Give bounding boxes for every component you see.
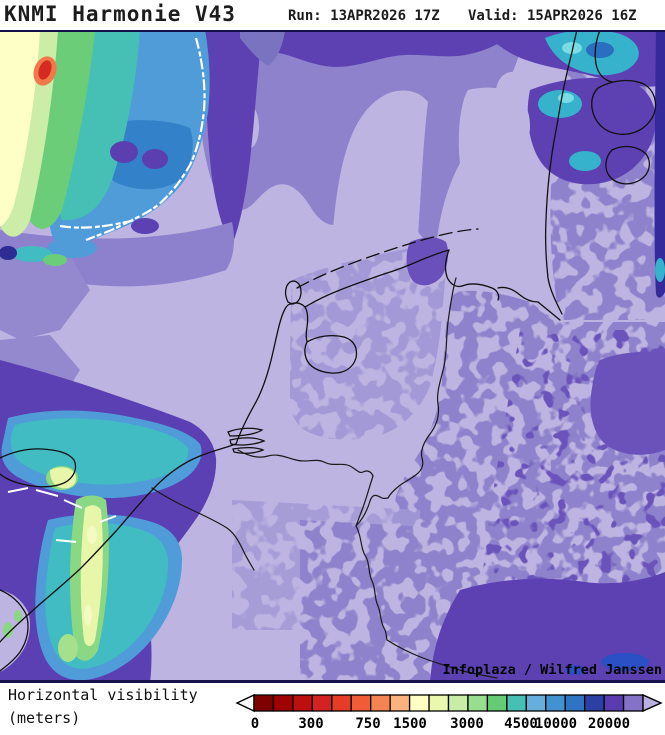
colorbar-segment [408,694,430,712]
colorbar-segment [447,694,469,712]
channel-fog-system [0,360,217,683]
colorbar-segment [292,694,313,712]
coastlines [0,29,657,672]
colorbar-segment [525,694,547,712]
colorbar-segment [253,694,275,712]
colorbar-segment [603,694,625,712]
colorbar-segment [428,694,450,712]
white-contour-specks [7,487,117,543]
colorbar-right-arrow [642,693,663,713]
colorbar-tick-label: 1500 [393,716,427,732]
border-nl-be [237,449,374,477]
colorbar-tick-label: 4500 [504,716,538,732]
dark-purple-regions [406,30,665,683]
colorbar-segment [584,694,605,712]
white-contour-line [59,37,206,242]
border-south [386,639,498,679]
sea-gradient-region [0,30,525,420]
colorbar-segment [370,694,391,712]
colorbar-segment [622,694,644,712]
model-title: KNMI Harmonie V43 [4,2,236,26]
header: KNMI Harmonie V43 Run: 13APR2026 17Z Val… [0,0,665,30]
colorbar-segment [331,694,352,712]
run-time-label: Run: 13APR2026 17Z [288,8,440,24]
legend: Horizontal visibility (meters) 0 300 750 15… [0,683,665,735]
colorbar-tick-label: 0 [251,716,259,732]
colorbar-segment [350,694,372,712]
map-canvas: Infoplaza / Wilfred Janssen [0,29,665,683]
colorbar-segment [467,694,489,712]
colorbar-tick-label: 750 [355,716,380,732]
map-top-frame [0,30,665,32]
border-nl-de [387,277,457,499]
colorbar-segment [545,694,566,712]
colorbar-tick-label: 20000 [588,716,630,732]
legend-units: (meters) [8,709,81,727]
colorbar-tick-label: 300 [298,716,323,732]
colorbar-segment [506,694,527,712]
border-fr-be [151,487,255,571]
colorbar-segment [486,694,508,712]
colorbar-tick-label: 3000 [450,716,484,732]
colorbar-segment [389,694,411,712]
colorbar-segment [272,694,294,712]
nw-low-visibility-system [0,30,210,266]
legend-title: Horizontal visibility [8,686,198,704]
valid-time-label: Valid: 15APR2026 16Z [468,8,637,24]
map-bottom-frame [0,680,665,683]
colorbar-segment [564,694,586,712]
border-be-de [355,525,388,641]
colorbar-left-arrow [235,693,255,713]
attribution-text: Infoplaza / Wilfred Janssen [443,662,662,678]
visibility-map: Infoplaza / Wilfred Janssen [0,29,665,683]
border-limburg-west [355,475,374,527]
border-limburg-east [355,494,389,527]
country-borders [151,277,498,679]
colorbar-segment [311,694,333,712]
colorbar-tick-label: 10000 [535,716,577,732]
